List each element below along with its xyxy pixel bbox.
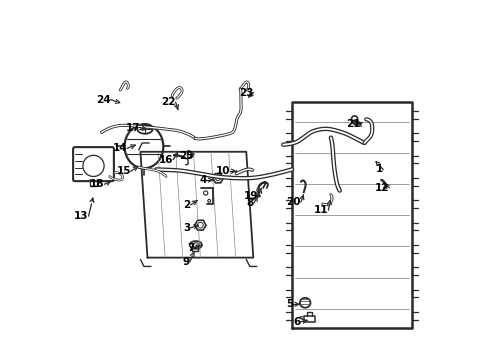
- Text: 25: 25: [179, 151, 193, 161]
- Text: 8: 8: [246, 198, 253, 208]
- Text: 9: 9: [183, 257, 189, 267]
- Text: 11: 11: [313, 205, 328, 215]
- Text: 13: 13: [74, 211, 88, 221]
- Text: 24: 24: [96, 95, 110, 104]
- Text: 3: 3: [183, 222, 190, 233]
- Text: 22: 22: [161, 98, 175, 107]
- Text: 7: 7: [186, 243, 194, 253]
- Text: 12: 12: [374, 183, 388, 193]
- Text: 16: 16: [159, 154, 173, 165]
- Text: 2: 2: [183, 200, 190, 210]
- Text: 10: 10: [215, 166, 230, 176]
- Text: 6: 6: [292, 317, 300, 327]
- Text: 15: 15: [116, 166, 131, 176]
- Text: 18: 18: [90, 179, 104, 189]
- Text: 17: 17: [125, 123, 140, 133]
- Text: 5: 5: [285, 299, 293, 309]
- Text: 1: 1: [375, 165, 383, 174]
- Text: 23: 23: [238, 87, 253, 98]
- Text: 14: 14: [113, 143, 127, 153]
- Text: 21: 21: [346, 119, 360, 129]
- Text: 20: 20: [286, 197, 300, 207]
- Text: 19: 19: [244, 191, 258, 201]
- Text: 4: 4: [199, 175, 206, 185]
